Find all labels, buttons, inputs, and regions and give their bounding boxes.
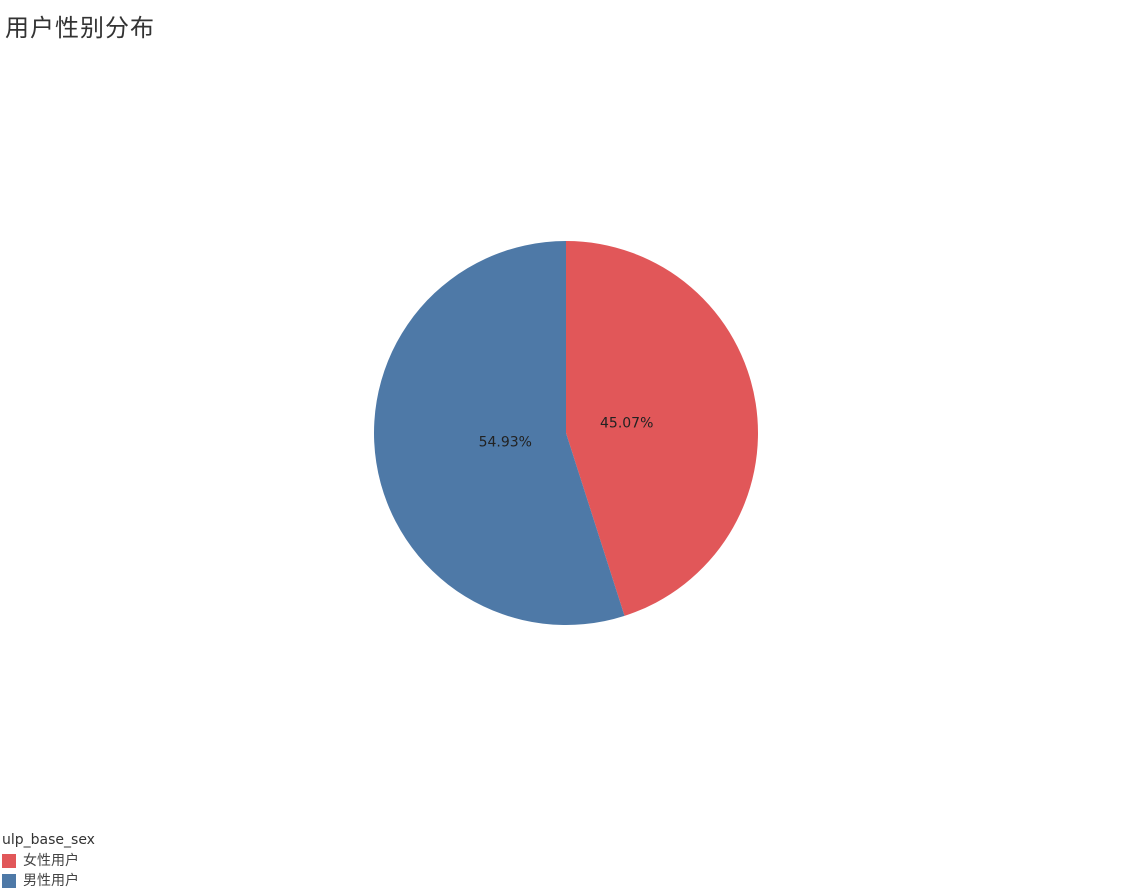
pie-slices: [374, 241, 758, 625]
slice-label-female: 45.07%: [600, 416, 653, 432]
legend-item-female[interactable]: 女性用户: [2, 851, 95, 871]
slice-label-male: 54.93%: [479, 434, 532, 450]
legend-swatch-female: [2, 854, 16, 868]
legend-label-female: 女性用户: [23, 851, 79, 871]
legend-item-male[interactable]: 男性用户: [2, 871, 95, 891]
legend-swatch-male: [2, 874, 16, 888]
legend-title: ulp_base_sex: [2, 831, 95, 849]
legend: ulp_base_sex 女性用户 男性用户: [2, 831, 95, 891]
legend-label-male: 男性用户: [23, 871, 79, 891]
